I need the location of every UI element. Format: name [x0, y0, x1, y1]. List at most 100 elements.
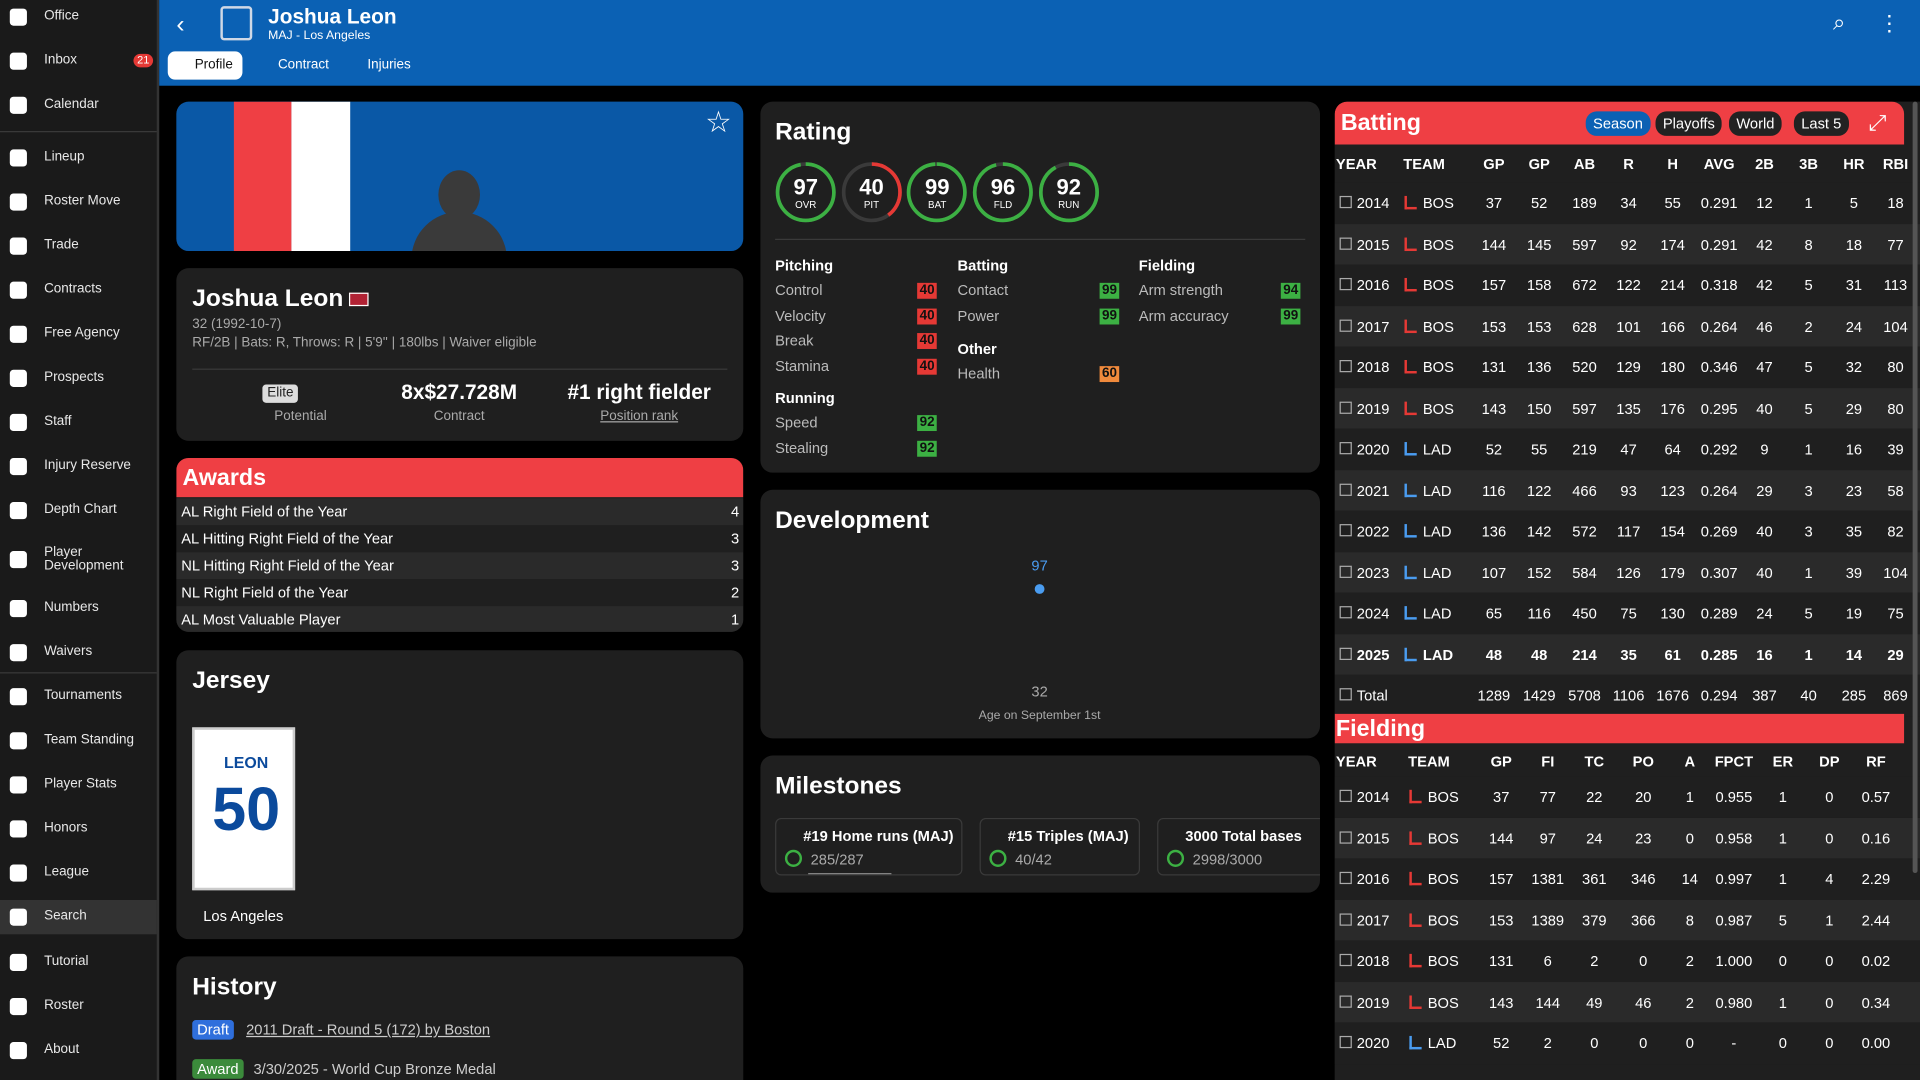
more-button[interactable]: ⋮ [1878, 11, 1901, 36]
nav-icon [9, 820, 27, 838]
table-cell: 29 [1845, 399, 1863, 417]
table-cell: 64 [1664, 440, 1681, 458]
nav-item[interactable]: Staff [0, 405, 157, 439]
nav-item[interactable]: Depth Chart [0, 493, 157, 527]
nav-item[interactable]: Free Agency [0, 317, 157, 351]
table-cell: BOS [1422, 358, 1454, 376]
stat-tab[interactable]: Playoffs [1655, 111, 1723, 136]
stat-tab[interactable]: Season [1585, 111, 1651, 136]
nav-item[interactable]: Tournaments [0, 680, 157, 714]
table-cell: 9 [1760, 440, 1769, 458]
table-cell: 2025 [1356, 645, 1390, 664]
table-cell: 2 [1685, 993, 1694, 1011]
rating-name: Power [957, 306, 1000, 324]
table-cell: 8 [1685, 911, 1694, 929]
table-row [1334, 817, 1920, 859]
table-row [1334, 981, 1920, 1023]
history-tag: Award [192, 1059, 244, 1079]
table-cell: 0.997 [1715, 870, 1753, 888]
development-point [1034, 584, 1045, 594]
table-cell: 129 [1616, 358, 1641, 376]
rating-name: Arm strength [1138, 281, 1223, 299]
column-header: YEAR [1335, 753, 1377, 771]
favorite-button[interactable]: ☆ [705, 106, 732, 140]
table-cell: 0.269 [1700, 522, 1738, 541]
nav-item[interactable]: Team Standing [0, 724, 157, 758]
search-button[interactable]: ⌕ [1833, 9, 1846, 35]
potential-badge: Elite [262, 384, 299, 403]
nav-item[interactable]: Trade [0, 229, 157, 263]
nav-item[interactable]: Roster [0, 989, 157, 1023]
table-cell: 2017 [1356, 911, 1390, 929]
nav-item[interactable]: Numbers [0, 591, 157, 625]
table-cell: 0.295 [1700, 399, 1738, 417]
table-cell: 2 [1543, 1034, 1552, 1052]
nav-item[interactable]: Waivers [0, 636, 157, 670]
nav-item[interactable]: Tutorial [0, 945, 157, 979]
gauge-label: FLD [993, 199, 1013, 211]
table-cell: 48 [1485, 645, 1503, 664]
rating-gauge [775, 162, 836, 223]
nav-badge: 21 [133, 53, 154, 68]
table-cell: 628 [1572, 317, 1597, 335]
rating-group-title: Batting [957, 257, 1009, 275]
stat-tab[interactable]: Last 5 [1793, 111, 1849, 136]
table-cell: 47 [1756, 358, 1773, 376]
nav-item[interactable]: League [0, 856, 157, 890]
milestone-progress: 2998/3000 [1192, 851, 1263, 869]
nav-label: Numbers [44, 600, 99, 615]
silhouette-body [411, 211, 507, 252]
nav-item[interactable]: Office [0, 0, 157, 34]
table-cell: 82 [1887, 522, 1904, 541]
nav-item[interactable]: Prospects [0, 361, 157, 395]
position-rank: #1 right fielder [567, 380, 711, 405]
table-cell: 597 [1572, 235, 1597, 253]
nav-item[interactable]: Injury Reserve [0, 449, 157, 483]
table-cell: 0 [1825, 829, 1834, 847]
gauge-value: 92 [1056, 175, 1081, 200]
nav-item[interactable]: Search [0, 900, 157, 935]
nav-item[interactable]: About [0, 1033, 157, 1067]
table-cell: BOS [1422, 399, 1454, 417]
nav-item[interactable]: Roster Move [0, 185, 157, 219]
table-cell: 116 [1527, 604, 1551, 623]
table-cell: 1676 [1656, 686, 1690, 705]
nav-item[interactable]: Inbox 21 [0, 44, 157, 78]
table-cell: 19 [1845, 604, 1863, 623]
rating-name: Speed [775, 413, 818, 432]
table-row [1334, 940, 1920, 982]
league-icon [1339, 1035, 1352, 1049]
column-header: R [1623, 155, 1634, 173]
nav-item[interactable]: Contracts [0, 273, 157, 307]
tab[interactable]: Contract [277, 57, 329, 73]
table-cell: 37 [1493, 788, 1510, 806]
team-icon [1404, 483, 1417, 497]
nav-icon [9, 52, 27, 70]
table-cell: 3 [1804, 481, 1813, 499]
table-cell: 1 [1825, 911, 1834, 929]
stat-tab[interactable]: World [1728, 111, 1782, 136]
nav-item[interactable]: Calendar [0, 88, 157, 122]
table-cell: 5 [1804, 276, 1813, 294]
league-icon [1339, 318, 1352, 332]
rating-name: Control [775, 281, 823, 299]
team-icon [1409, 994, 1422, 1009]
tab[interactable]: Injuries [367, 57, 411, 73]
nav-icon [9, 551, 27, 569]
sidebar: Office Inbox 21 Calendar Lineup Roster Move Tr… [0, 0, 160, 1080]
back-button[interactable]: ‹ [176, 11, 185, 38]
expand-button[interactable]: ⤢ [1868, 110, 1887, 135]
table-cell: 4 [1825, 870, 1834, 888]
table-cell: - [1731, 1034, 1737, 1052]
league-icon [1339, 994, 1352, 1008]
jersey-city: Los Angeles [203, 907, 284, 925]
nav-item[interactable]: Honors [0, 812, 157, 846]
profile-name: Joshua Leon [192, 285, 344, 313]
nav-item[interactable]: Player Development [0, 542, 157, 576]
column-header: TEAM [1403, 155, 1445, 173]
tab[interactable]: Profile [167, 51, 243, 80]
nav-item[interactable]: Player Stats [0, 768, 157, 802]
rating-value: 99 [1280, 307, 1301, 324]
rating-name: Stamina [775, 356, 830, 375]
nav-item[interactable]: Lineup [0, 141, 157, 175]
